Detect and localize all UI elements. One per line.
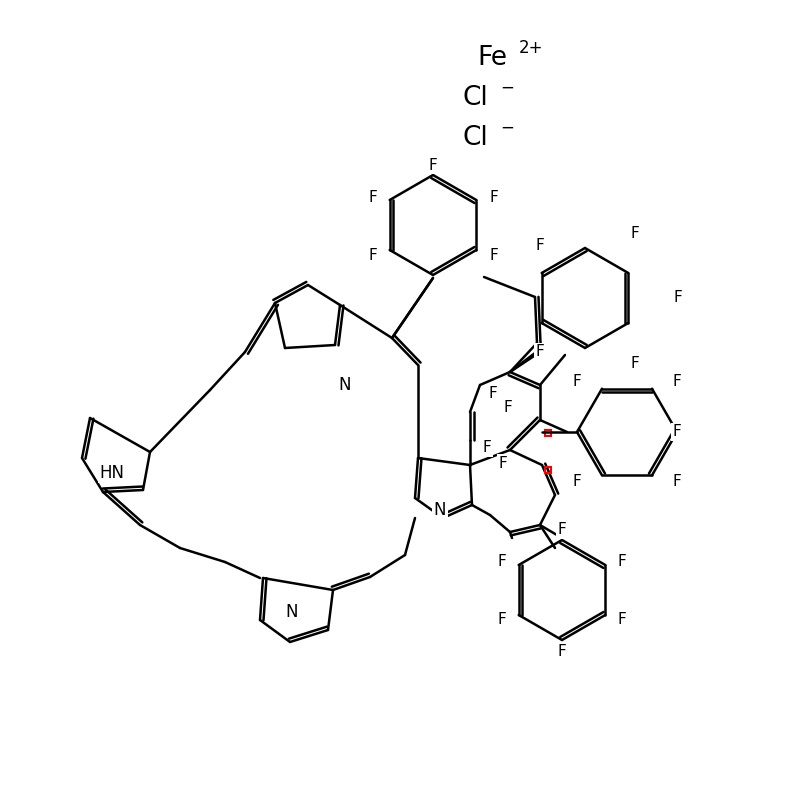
Text: F: F <box>630 226 639 241</box>
Text: F: F <box>369 249 378 263</box>
Text: N: N <box>338 376 351 394</box>
Text: Cl: Cl <box>462 85 488 111</box>
Text: F: F <box>536 238 544 253</box>
Text: F: F <box>630 357 639 371</box>
Text: F: F <box>429 158 438 173</box>
Text: −: − <box>500 119 514 137</box>
Text: F: F <box>498 554 506 570</box>
Text: N: N <box>286 603 298 621</box>
Text: F: F <box>573 474 582 490</box>
Text: F: F <box>498 455 507 470</box>
Text: F: F <box>618 613 626 627</box>
Text: F: F <box>498 613 506 627</box>
Text: F: F <box>369 190 378 205</box>
Text: HN: HN <box>99 464 125 482</box>
Text: F: F <box>618 554 626 570</box>
Text: F: F <box>482 441 491 455</box>
Text: F: F <box>536 345 544 359</box>
Text: F: F <box>558 645 566 659</box>
Text: −: − <box>500 79 514 97</box>
Text: F: F <box>673 474 682 490</box>
Text: F: F <box>504 401 512 415</box>
Text: N: N <box>434 501 446 519</box>
Text: F: F <box>573 374 582 390</box>
Text: F: F <box>490 190 498 205</box>
Text: 2+: 2+ <box>519 39 543 57</box>
Text: Cl: Cl <box>462 125 488 151</box>
Text: F: F <box>673 425 682 439</box>
Text: F: F <box>673 374 682 390</box>
Text: F: F <box>489 386 498 401</box>
Text: F: F <box>558 522 566 538</box>
Text: F: F <box>490 249 498 263</box>
Text: Fe: Fe <box>477 45 507 71</box>
Text: F: F <box>674 290 682 306</box>
